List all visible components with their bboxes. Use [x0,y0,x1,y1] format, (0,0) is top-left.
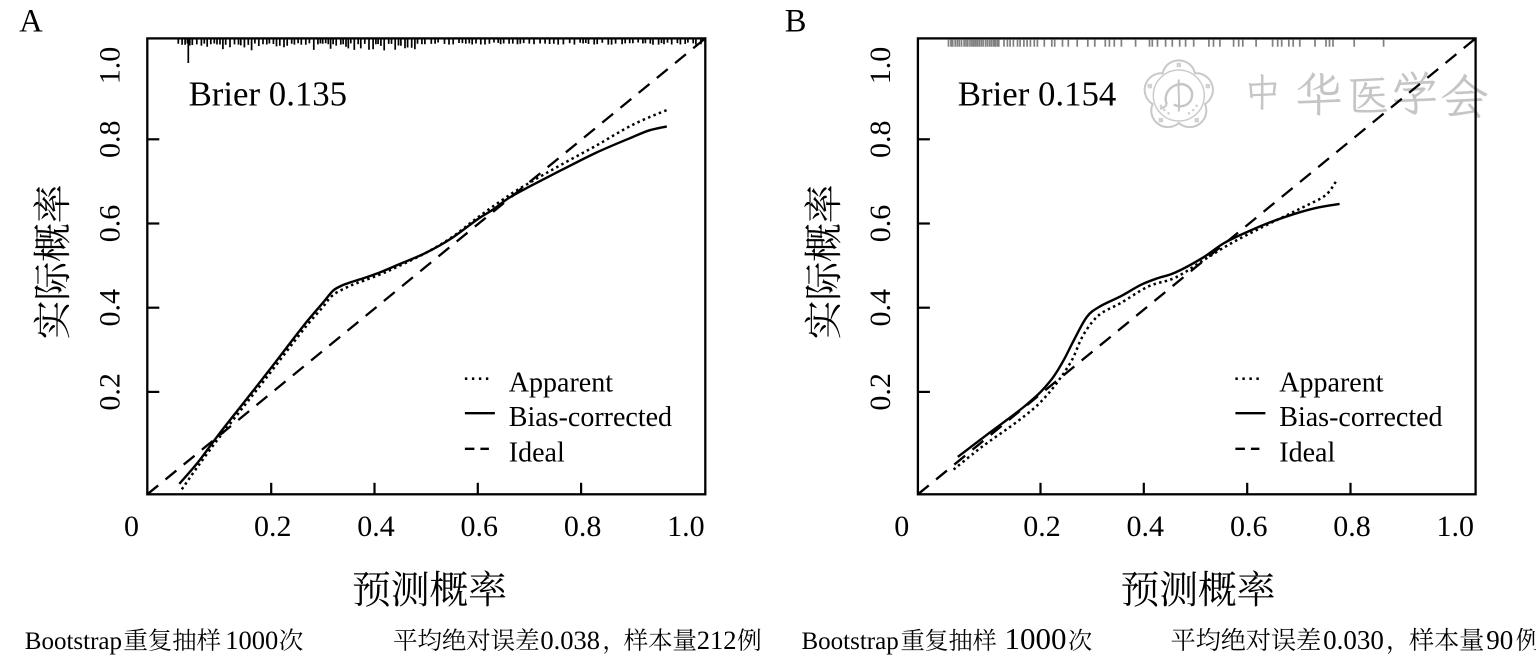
svg-text:0.4: 0.4 [357,510,395,543]
svg-text:0.2: 0.2 [254,510,292,543]
svg-text:A: A [19,3,43,39]
svg-text:Apparent: Apparent [509,367,613,398]
svg-text:0.030: 0.030 [1323,625,1384,655]
svg-text:0.2: 0.2 [1023,510,1061,543]
svg-text:Bias-corrected: Bias-corrected [509,402,672,433]
svg-text:Brier 0.154: Brier 0.154 [958,75,1117,114]
svg-text:1000: 1000 [1005,621,1067,656]
svg-text:0.8: 0.8 [564,510,602,543]
svg-text:Bootstrap: Bootstrap [25,628,122,655]
svg-text:0.4: 0.4 [864,289,897,327]
svg-text:0.2: 0.2 [864,373,897,411]
svg-text:Bias-corrected: Bias-corrected [1279,402,1442,433]
svg-text:0.8: 0.8 [94,121,127,159]
svg-text:Ideal: Ideal [1279,437,1335,468]
svg-text:212: 212 [697,625,737,655]
svg-text:1.0: 1.0 [864,47,897,85]
svg-text:B: B [785,3,807,39]
svg-text:1.0: 1.0 [667,510,705,543]
svg-text:0.6: 0.6 [461,510,499,543]
svg-text:0: 0 [894,510,909,543]
svg-text:0.8: 0.8 [1333,510,1371,543]
svg-text:0.6: 0.6 [94,205,127,243]
svg-text:0.6: 0.6 [864,205,897,243]
svg-text:0.8: 0.8 [864,121,897,159]
svg-text:0.4: 0.4 [94,289,127,327]
svg-text:Apparent: Apparent [1279,367,1383,398]
svg-text:1.0: 1.0 [1437,510,1475,543]
svg-text:0.6: 0.6 [1230,510,1268,543]
svg-text:0.2: 0.2 [94,373,127,411]
svg-text:Ideal: Ideal [509,437,565,468]
svg-text:Bootstrap: Bootstrap [802,628,899,655]
svg-text:1000: 1000 [225,625,278,655]
svg-text:0.4: 0.4 [1127,510,1165,543]
svg-text:90: 90 [1486,625,1513,655]
svg-text:0: 0 [124,510,139,543]
svg-text:Brier 0.135: Brier 0.135 [189,75,348,114]
svg-text:0.038: 0.038 [540,625,600,655]
svg-text:1.0: 1.0 [94,47,127,85]
